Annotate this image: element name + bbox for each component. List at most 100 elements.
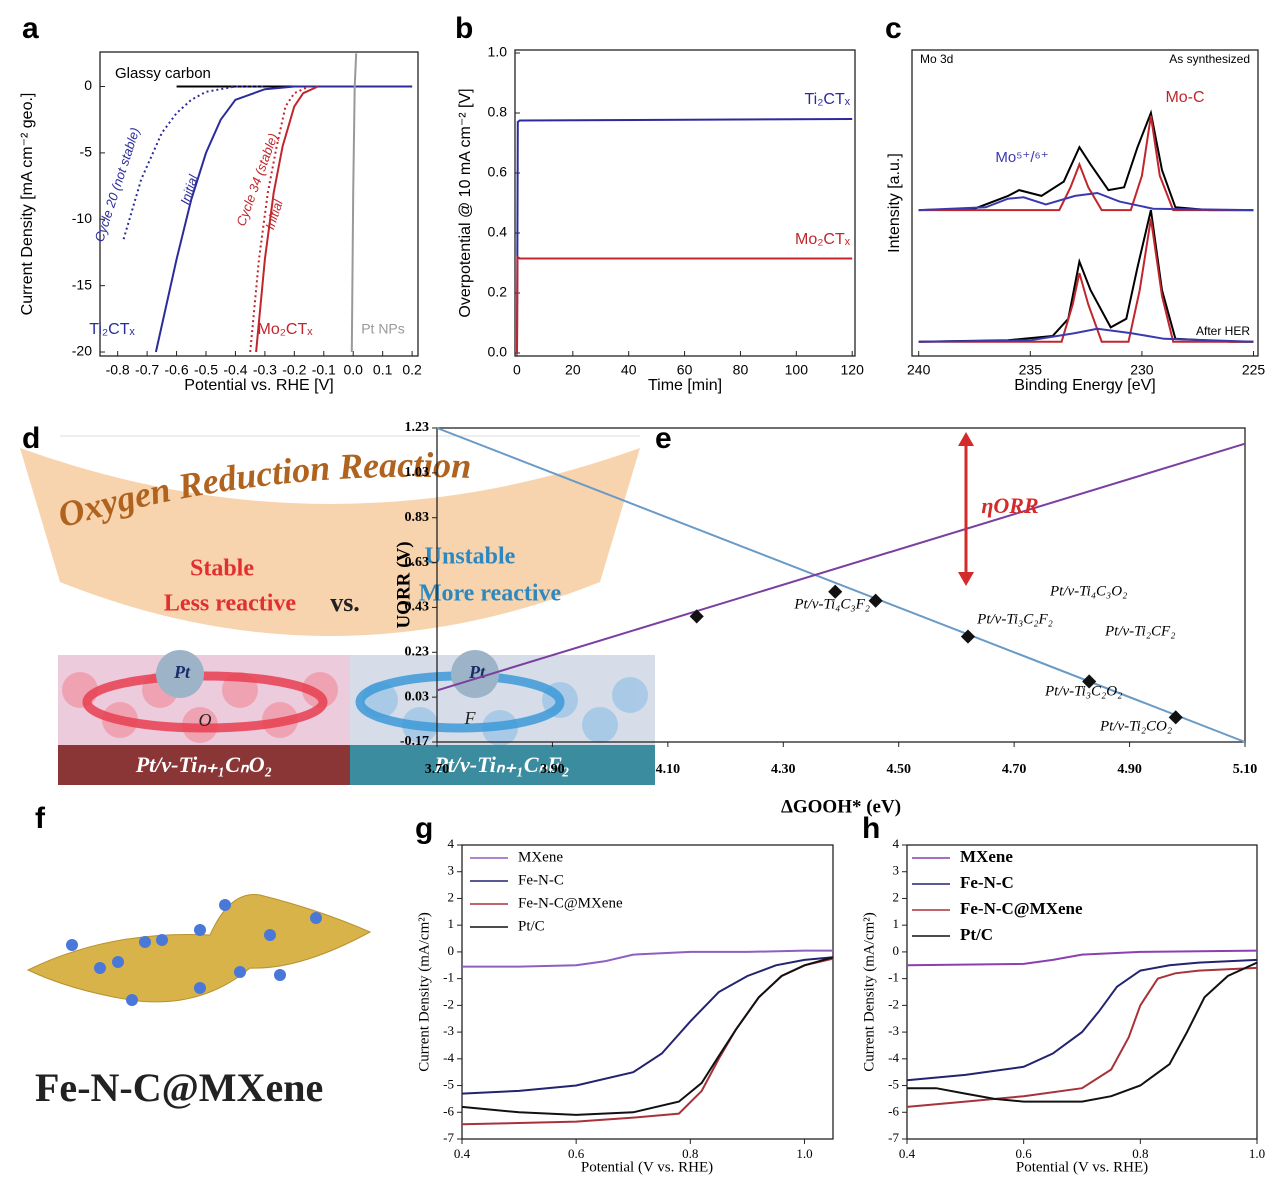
x-tick-label: 225 [1242, 362, 1266, 378]
x-tick-label: 0.6 [1016, 1146, 1033, 1161]
annotation: Cycle 20 (not stable) [91, 126, 142, 244]
atom-label: Pt [173, 662, 191, 682]
y-tick-label: -10 [72, 210, 92, 226]
bar-right [350, 745, 655, 785]
y-tick-label: 1.23 [405, 420, 430, 435]
point-label: Pt/v-Ti₃C₂F₂ [976, 611, 1053, 627]
y-tick-label: 4 [448, 836, 455, 851]
panel-label: b [455, 12, 473, 45]
data-line [350, 53, 358, 353]
panel-label: e [655, 422, 672, 455]
x-tick-label: 230 [1130, 362, 1154, 378]
y-axis-label: UORR (V) [393, 541, 414, 628]
y-tick-label: 0.63 [405, 555, 430, 570]
point-label: Pt/v-Ti₄C₃O₂ [1049, 583, 1127, 599]
x-tick-label: 40 [621, 362, 637, 378]
annotation: Mo₂CTₓ [257, 321, 313, 338]
y-tick-label: 0.2 [488, 284, 508, 300]
x-tick-label: 0.1 [373, 362, 393, 378]
y-axis-label: Current Density [mA cm⁻² geo.] [19, 93, 36, 316]
panel-label: f [35, 802, 46, 835]
x-tick-label: 3.70 [425, 762, 450, 777]
y-tick-label: 0.6 [488, 164, 508, 180]
annotation: After HER [1196, 324, 1250, 338]
y-axis-label: Overpotential @ 10 mA cm⁻² [V] [457, 88, 474, 317]
panel-label: a [22, 12, 39, 45]
y-tick-label: -7 [443, 1130, 454, 1145]
x-tick-label: -0.3 [253, 362, 277, 378]
data-line [906, 958, 1258, 1082]
y-axis-label: Current Density (mA/cm²) [416, 912, 432, 1071]
ring-left [82, 671, 328, 733]
data-line [255, 85, 319, 353]
x-tick-label: 0.6 [568, 1146, 585, 1161]
y-tick-label: -1 [443, 970, 454, 985]
y-tick-label: -4 [443, 1050, 454, 1065]
x-tick-label: -0.6 [164, 362, 188, 378]
data-line [436, 427, 1246, 743]
point-label: Pt/v-Ti₂CF₂ [1104, 623, 1175, 639]
x-tick-label: 1.0 [1249, 1146, 1265, 1161]
y-tick-label: -0.17 [400, 734, 429, 749]
x-tick-label: 4.90 [1117, 762, 1142, 777]
bar-label: Pt/v-Tiₙ₊₁CₙF₂ [433, 752, 569, 777]
panel-f: Fe-N-C@MXene f [26, 802, 372, 1110]
point-label: Pt/v-Ti₂CO₂ [1099, 718, 1172, 734]
annotation: Ti₂CTₓ [89, 321, 135, 338]
x-axis-label: ΔGOOH* (eV) [781, 796, 901, 817]
point-label: Pt/v-Ti₄C₃F₂ [793, 596, 870, 612]
x-tick-label: 80 [733, 362, 749, 378]
data-line [154, 85, 413, 353]
data-line [918, 327, 1254, 343]
chart-panel: 0.4 0.6 0.8 1.0 4 3 2 1 0 -1 -2 -3 -4 -5 -6 -7 Potential… [861, 812, 1265, 1176]
data-line [906, 949, 1258, 967]
y-tick-label: 1.0 [488, 44, 508, 60]
y-tick-label: -3 [443, 1023, 454, 1038]
x-tick-label: 4.70 [1002, 762, 1027, 777]
x-tick-label: 0.4 [454, 1146, 471, 1161]
bar-left [58, 745, 350, 785]
x-tick-label: -0.8 [106, 362, 130, 378]
annotation: Mo-C [1165, 89, 1204, 106]
y-axis-label: Current Density (mA/cm²) [861, 912, 877, 1071]
data-line [918, 115, 1254, 212]
data-point [1082, 674, 1097, 689]
annotation: Mo⁵⁺/⁶⁺ [995, 149, 1048, 166]
caption: Fe-N-C@MXene [35, 1065, 323, 1110]
plot-frame [911, 49, 1259, 357]
banner [20, 448, 640, 636]
y-tick-label: 0.4 [488, 224, 508, 240]
y-tick-label: -20 [72, 343, 92, 359]
data-point [868, 593, 883, 608]
x-tick-label: 235 [1019, 362, 1043, 378]
y-tick-label: -3 [888, 1023, 899, 1038]
data-line [918, 209, 1254, 343]
x-tick-label: 4.30 [771, 762, 796, 777]
x-tick-label: 0.0 [343, 362, 363, 378]
y-tick-label: -5 [80, 144, 93, 160]
annotation: Glassy carbon [115, 65, 211, 82]
y-tick-label: 2 [448, 889, 455, 904]
data-line [516, 255, 853, 354]
plot-frame [436, 427, 1246, 743]
x-tick-label: -0.7 [135, 362, 159, 378]
legend-label: MXene [960, 847, 1013, 866]
x-tick-label: 3.90 [540, 762, 565, 777]
series-label: Mo₂CTₓ [795, 231, 851, 248]
y-tick-label: 0 [448, 943, 455, 958]
y-tick-label: 2 [893, 889, 900, 904]
x-tick-label: -0.4 [223, 362, 247, 378]
panel-label: g [415, 812, 433, 845]
x-axis-label: Time [min] [648, 377, 722, 394]
ring-label: O [199, 710, 212, 730]
y-tick-label: 3 [893, 863, 900, 878]
x-tick-label: -0.2 [282, 362, 306, 378]
y-tick-label: -5 [888, 1077, 899, 1092]
right-line-1: Unstable [425, 544, 516, 570]
chart-panel: 0 20 40 60 80 100 120 0.0 0.2 0.4 0.6 0.8 1.0 Time [m… [455, 12, 864, 394]
data-line [918, 191, 1254, 212]
y-tick-label: -7 [888, 1130, 899, 1145]
x-tick-label: 4.10 [656, 762, 681, 777]
right-line-2: More reactive [419, 581, 562, 607]
